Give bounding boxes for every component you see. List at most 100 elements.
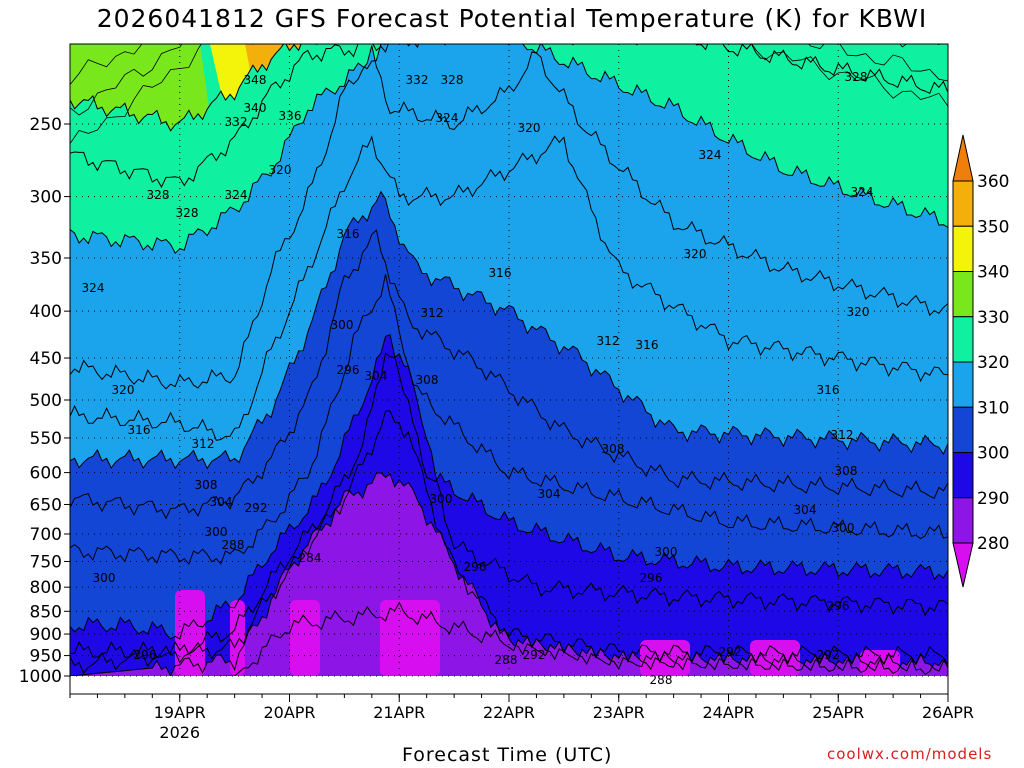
contour-label: 328 [441, 73, 464, 87]
surface-warm-patch [175, 590, 205, 676]
contour-label: 324 [851, 185, 874, 199]
contour-label: 288 [222, 538, 245, 552]
contour-label: 288 [495, 653, 518, 667]
contour-label: 292 [245, 501, 268, 515]
contour-label: 312 [421, 306, 444, 320]
contour-label: 300 [331, 318, 354, 332]
colorbar-label: 320 [977, 353, 1009, 373]
x-tick-label: 25APR [812, 703, 864, 722]
colorbar-label: 330 [977, 308, 1009, 328]
contour-label: 332 [406, 73, 429, 87]
colorbar-label: 360 [977, 172, 1009, 192]
y-tick-label: 850 [30, 602, 62, 622]
colorbar-label: 350 [977, 217, 1009, 237]
colorbar-swatch [952, 406, 974, 453]
ground-band [70, 676, 948, 694]
colorbar-label: 290 [977, 489, 1009, 509]
colorbar-swatch [952, 180, 974, 227]
y-tick-label: 600 [30, 464, 62, 484]
surface-warm-patch [380, 600, 440, 676]
contour-label: 296 [464, 560, 487, 574]
contour-label: 296 [827, 599, 850, 613]
colorbar-swatch [952, 361, 974, 408]
isentrope-upper-332 [70, 0, 948, 5]
contour-label: 292 [523, 648, 546, 662]
contour-label: 304 [794, 503, 817, 517]
isentrope-312 [70, 190, 948, 470]
isentrope-284 [214, 601, 948, 676]
contour-label: 340 [244, 101, 267, 115]
x-tick-label: 24APR [702, 703, 754, 722]
y-tick-label: 650 [30, 495, 62, 515]
y-tick-label: 300 [30, 188, 62, 208]
band-284 [70, 602, 948, 676]
x-tick-label: 20APR [263, 703, 315, 722]
contour-label: 284 [299, 551, 322, 565]
contour-label: 292 [817, 648, 840, 662]
x-tick-sublabel: 2026 [159, 723, 200, 742]
contour-label: 304 [538, 487, 561, 501]
contour-label: 292 [719, 645, 742, 659]
contour-label: 316 [489, 266, 512, 280]
contour-label: 312 [192, 437, 215, 451]
contour-label: 300 [93, 571, 116, 585]
x-tick-label: 22APR [483, 703, 535, 722]
contour-label: 316 [128, 423, 151, 437]
y-tick-label: 450 [30, 349, 62, 369]
contour-label: 300 [205, 525, 228, 539]
y-tick-label: 250 [30, 115, 62, 135]
contour-label: 300 [832, 521, 855, 535]
surface-warm-patch [230, 600, 245, 676]
contour-label: 328 [845, 70, 868, 84]
contour-label: 332 [225, 115, 248, 129]
contour-label: 296 [640, 571, 663, 585]
contour-label: 324 [436, 111, 459, 125]
isentrope-292 [70, 410, 948, 674]
x-tick-label: 23APR [593, 703, 645, 722]
contour-label: 296 [337, 363, 360, 377]
contour-label: 320 [684, 247, 707, 261]
contour-label: 316 [337, 227, 360, 241]
isentrope-332 [70, 44, 940, 132]
y-tick-label: 350 [30, 249, 62, 269]
y-tick-label: 800 [30, 578, 62, 598]
contour-label: 348 [244, 73, 267, 87]
y-tick-label: 750 [30, 552, 62, 572]
y-tick-label: 500 [30, 391, 62, 411]
contour-label: 304 [210, 495, 233, 509]
source-credit: coolwx.com/models [827, 745, 993, 763]
contour-label: 320 [518, 121, 541, 135]
contour-label: 312 [831, 428, 854, 442]
isentrope-320 [70, 45, 948, 390]
contour-label: 320 [112, 383, 135, 397]
colorbar-bottom-arrow [952, 542, 974, 588]
x-tick-label: 26APR [922, 703, 974, 722]
contour-label: 304 [365, 369, 388, 383]
contour-label: 300 [430, 492, 453, 506]
chart-title: 2026041812 GFS Forecast Potential Temper… [96, 4, 928, 33]
colorbar-label: 310 [977, 398, 1009, 418]
y-tick-label: 1000 [19, 667, 62, 687]
colorbar-label: 300 [977, 444, 1009, 464]
isentrope-324 [70, 44, 948, 255]
y-tick-label: 950 [30, 647, 62, 667]
band-288 [70, 472, 948, 676]
isentrope-328 [70, 44, 948, 189]
x-axis-label: Forecast Time (UTC) [402, 744, 613, 766]
colorbar-swatch [952, 225, 974, 272]
y-tick-label: 700 [30, 525, 62, 545]
colorbar-label: 340 [977, 263, 1009, 283]
isentrope-300 [70, 334, 948, 640]
x-tick-label: 19APR [154, 703, 206, 722]
isentrope-upper-330 [70, 0, 948, 12]
contour-label: 300 [655, 545, 678, 559]
isentrope-296 [70, 352, 948, 659]
contour-label: 324 [225, 188, 248, 202]
isentrope-304 [70, 274, 948, 565]
colorbar-swatch [952, 271, 974, 318]
contour-label: 320 [269, 163, 292, 177]
contour-label: 288 [650, 673, 673, 687]
colorbar-top-arrow [952, 134, 974, 182]
isentrope-316 [70, 135, 948, 441]
